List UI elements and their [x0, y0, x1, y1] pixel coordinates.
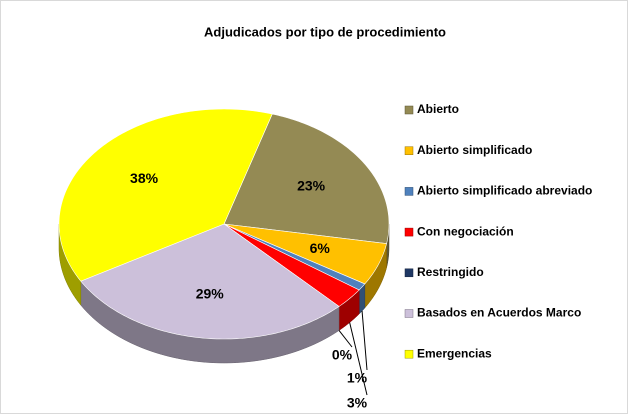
legend-swatch: [404, 187, 414, 196]
legend-swatch: [404, 146, 414, 155]
legend-label: Emergencias: [417, 346, 492, 360]
pie-slice: [223, 223, 360, 307]
data-label: 38%: [130, 170, 159, 186]
legend-swatch: [404, 309, 414, 318]
data-label: 3%: [347, 395, 368, 411]
data-label: 1%: [347, 370, 368, 386]
legend-swatch: [404, 105, 414, 115]
pie-slice: [223, 223, 387, 285]
data-label: 0%: [332, 347, 353, 363]
legend-label: Con negociación: [417, 224, 514, 238]
pie-slice: [80, 223, 340, 340]
leader-line: [349, 322, 368, 396]
legend-swatch: [404, 268, 414, 278]
data-label: 29%: [196, 285, 225, 301]
legend-swatch: [404, 227, 414, 237]
legend-label: Abierto simplificado abreviado: [417, 184, 592, 198]
legend-label: Abierto simplificado: [417, 143, 532, 157]
leader-line: [338, 330, 353, 348]
legend-label: Abierto: [417, 102, 459, 116]
legend-label: Restringido: [417, 265, 484, 279]
leader-line: [361, 310, 368, 371]
legend-label: Basados en Acuerdos Marco: [417, 306, 581, 320]
pie-slice: [58, 108, 273, 282]
data-label: 6%: [310, 240, 331, 256]
data-label: 23%: [297, 177, 326, 193]
legend-swatch: [404, 349, 414, 359]
chart-title: Adjudicados por tipo de procedimiento: [204, 24, 446, 39]
pie-slice: [223, 113, 390, 244]
